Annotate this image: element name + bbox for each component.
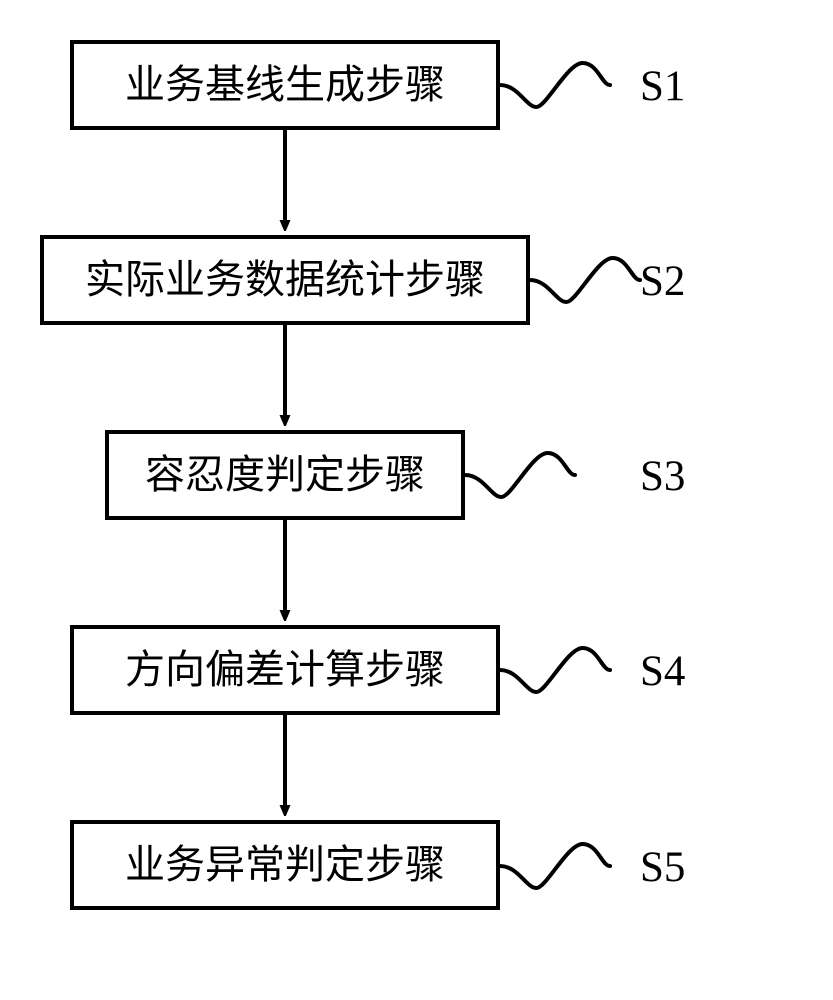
- squiggle-connector: [530, 258, 640, 302]
- step-label-s2: S2: [640, 257, 685, 306]
- step-label-s4: S4: [640, 647, 685, 696]
- step-label-s1: S1: [640, 62, 685, 111]
- squiggle-connector: [465, 453, 575, 497]
- flow-node-text: 业务异常判定步骤: [125, 843, 445, 887]
- flowchart-canvas: 业务基线生成步骤 实际业务数据统计步骤 容忍度判定步骤 方向偏差计算步骤 业务异…: [0, 0, 833, 1000]
- squiggle-connector: [500, 63, 610, 107]
- step-label-s5: S5: [640, 843, 685, 892]
- flow-node-text: 方向偏差计算步骤: [125, 648, 445, 692]
- squiggle-connector: [500, 648, 610, 692]
- flow-node-text: 容忍度判定步骤: [145, 453, 425, 497]
- squiggle-connector: [500, 844, 610, 888]
- step-label-s3: S3: [640, 452, 685, 501]
- flow-node-s5: 业务异常判定步骤: [70, 820, 500, 910]
- flow-node-s2: 实际业务数据统计步骤: [40, 235, 530, 325]
- flow-node-text: 实际业务数据统计步骤: [85, 258, 485, 302]
- flow-node-s3: 容忍度判定步骤: [105, 430, 465, 520]
- flow-node-s4: 方向偏差计算步骤: [70, 625, 500, 715]
- flow-node-text: 业务基线生成步骤: [125, 63, 445, 107]
- flow-node-s1: 业务基线生成步骤: [70, 40, 500, 130]
